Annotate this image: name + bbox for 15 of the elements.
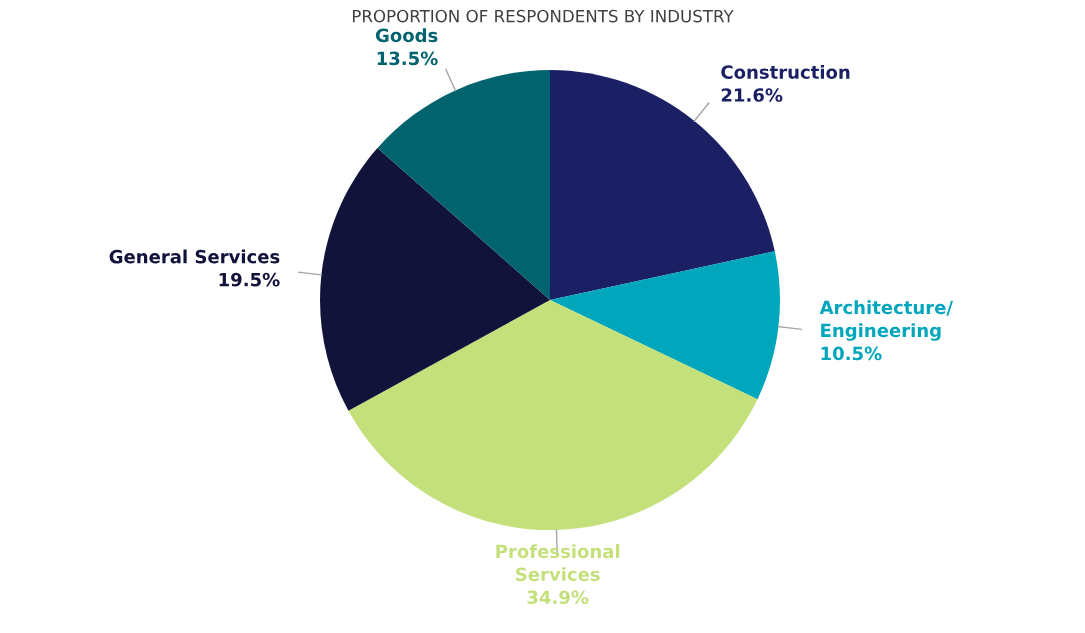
pie-slice (320, 147, 550, 411)
data-label: 21.6% (721, 88, 783, 102)
data-label: 10.5% (821, 346, 882, 361)
data-label: 19.5% (219, 272, 280, 287)
pie-slice (550, 251, 780, 400)
slice-label: Architecture/ Engineering (819, 300, 953, 341)
pie-slice (377, 70, 550, 300)
slice-label: Goods (375, 28, 438, 43)
slice-label: Professional Services (496, 544, 620, 582)
chart-title: PROPORTION OF RESPONDENTS BY INDUSTRY (352, 9, 734, 23)
pie-slice (348, 300, 758, 530)
slice-label: General Services (109, 249, 280, 264)
data-label: 13.5% (377, 51, 438, 66)
data-label: 34.9% (527, 590, 589, 605)
slice-label: Construction (721, 64, 850, 79)
